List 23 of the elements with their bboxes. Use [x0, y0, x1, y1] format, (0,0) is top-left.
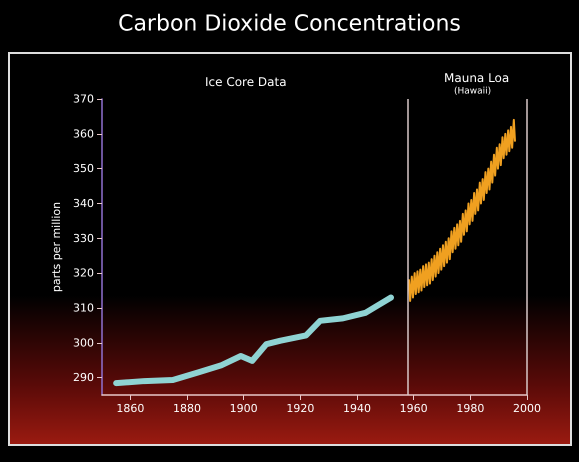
- y-tick-label: 290: [73, 371, 94, 384]
- y-tick-label: 310: [73, 301, 94, 314]
- chart-title: Carbon Dioxide Concentrations: [118, 12, 461, 36]
- text: Mauna Loa: [444, 71, 510, 85]
- x-tick-label: 1880: [173, 402, 201, 415]
- x-tick-label: 1960: [400, 402, 428, 415]
- y-tick-label: 330: [73, 232, 94, 245]
- text: Ice Core Data: [205, 75, 287, 89]
- x-tick-label: 1940: [343, 402, 371, 415]
- text: (Hawaii): [454, 86, 492, 96]
- x-tick-label: 1860: [116, 402, 144, 415]
- x-tick-label: 1900: [230, 402, 258, 415]
- y-tick-label: 320: [73, 266, 94, 280]
- y-tick-label: 370: [73, 92, 94, 106]
- line-series: [408, 118, 516, 302]
- y-tick-label: 300: [73, 336, 94, 350]
- x-tick-label: 1980: [456, 402, 484, 415]
- y-tick-label: 360: [73, 127, 94, 140]
- y-tick-label: 340: [73, 196, 94, 210]
- y-axis-title: parts per million: [50, 202, 64, 292]
- x-tick-label: 2000: [513, 402, 541, 415]
- x-tick-label: 1920: [286, 402, 314, 415]
- y-tick-label: 350: [73, 162, 94, 176]
